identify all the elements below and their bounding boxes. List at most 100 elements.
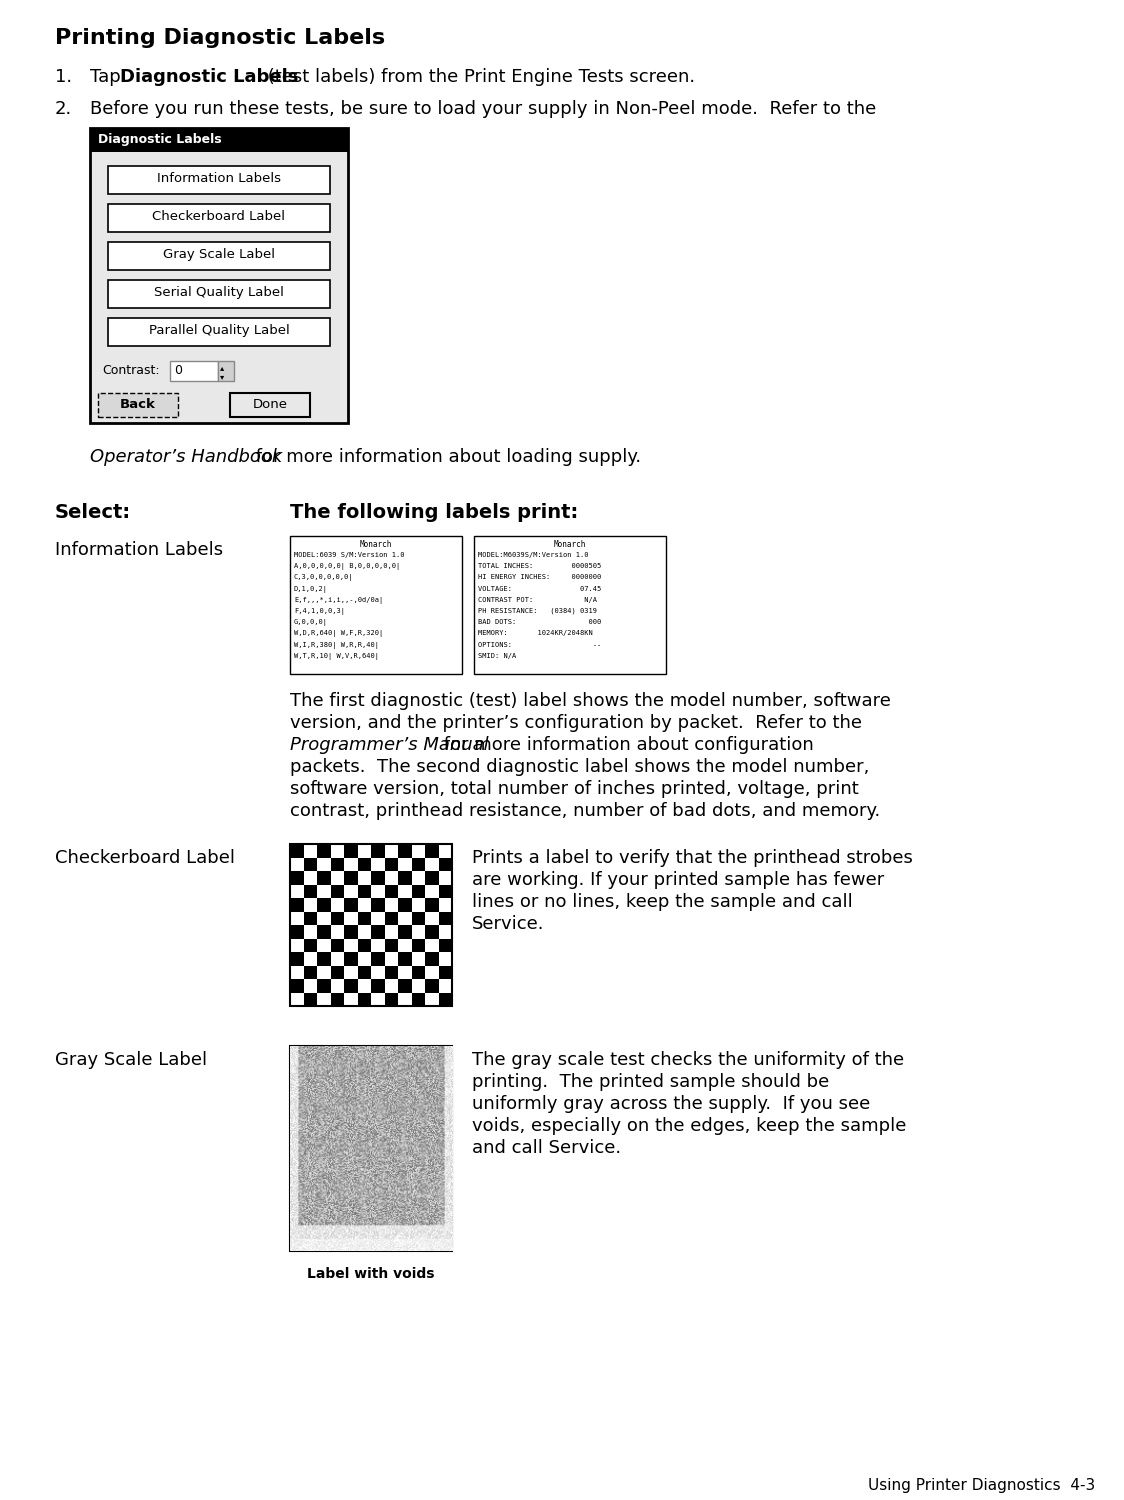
Text: SMID: N/A: SMID: N/A <box>478 652 516 658</box>
Bar <box>303 898 317 912</box>
Bar <box>438 912 452 926</box>
Text: OPTIONS:                   --: OPTIONS: -- <box>478 642 601 648</box>
Bar <box>344 844 357 858</box>
Bar <box>303 912 317 926</box>
Text: The first diagnostic (test) label shows the model number, software: The first diagnostic (test) label shows … <box>290 692 891 709</box>
Text: Monarch: Monarch <box>554 540 587 549</box>
Bar <box>411 993 425 1006</box>
Bar <box>290 858 303 871</box>
Bar <box>344 926 357 939</box>
Bar <box>90 128 348 152</box>
Bar <box>398 939 411 952</box>
Text: software version, total number of inches printed, voltage, print: software version, total number of inches… <box>290 780 859 798</box>
Text: Gray Scale Label: Gray Scale Label <box>55 1052 207 1070</box>
Bar <box>90 128 348 423</box>
Bar <box>108 318 330 346</box>
Bar <box>357 844 371 858</box>
Bar <box>425 966 438 980</box>
Bar <box>438 858 452 871</box>
Bar <box>317 952 330 966</box>
Bar <box>317 871 330 885</box>
Bar <box>411 844 425 858</box>
Bar <box>344 912 357 926</box>
Bar <box>303 966 317 980</box>
Bar <box>303 993 317 1006</box>
Bar <box>384 939 398 952</box>
Bar <box>438 844 452 858</box>
Text: VOLTAGE:                07.45: VOLTAGE: 07.45 <box>478 585 601 591</box>
Bar <box>317 912 330 926</box>
Bar <box>411 980 425 993</box>
Bar <box>384 926 398 939</box>
Bar <box>98 393 178 417</box>
Bar <box>411 926 425 939</box>
Bar <box>317 939 330 952</box>
Bar <box>411 912 425 926</box>
Text: BAD DOTS:                 000: BAD DOTS: 000 <box>478 620 601 626</box>
Bar <box>290 939 303 952</box>
Text: MODEL:M6039S/M:Version 1.0: MODEL:M6039S/M:Version 1.0 <box>478 552 589 558</box>
Bar <box>371 858 384 871</box>
Bar <box>218 362 234 381</box>
Bar <box>398 858 411 871</box>
Text: (test labels) from the Print Engine Tests screen.: (test labels) from the Print Engine Test… <box>262 68 695 86</box>
Bar <box>384 898 398 912</box>
Text: W,D,R,640| W,F,R,320|: W,D,R,640| W,F,R,320| <box>294 630 383 638</box>
Text: 1.: 1. <box>55 68 72 86</box>
Bar <box>371 844 384 858</box>
Bar <box>303 885 317 898</box>
Bar <box>425 898 438 912</box>
Bar <box>290 966 303 980</box>
Bar <box>290 912 303 926</box>
Bar <box>425 980 438 993</box>
Text: MODEL:6039 S/M:Version 1.0: MODEL:6039 S/M:Version 1.0 <box>294 552 405 558</box>
Bar <box>344 885 357 898</box>
Bar <box>344 993 357 1006</box>
Bar <box>371 952 384 966</box>
Text: Service.: Service. <box>472 915 544 933</box>
Text: Using Printer Diagnostics  4-3: Using Printer Diagnostics 4-3 <box>868 1478 1095 1492</box>
Text: F,4,1,0,0,3|: F,4,1,0,0,3| <box>294 608 345 615</box>
Bar <box>384 871 398 885</box>
Bar <box>438 885 452 898</box>
Bar <box>474 536 667 674</box>
Bar <box>344 966 357 980</box>
Bar <box>371 939 384 952</box>
Text: are working. If your printed sample has fewer: are working. If your printed sample has … <box>472 871 885 889</box>
Text: Diagnostic Labels: Diagnostic Labels <box>120 68 298 86</box>
Bar <box>290 844 303 858</box>
Text: Printing Diagnostic Labels: Printing Diagnostic Labels <box>55 28 386 48</box>
Bar <box>357 939 371 952</box>
Bar <box>317 844 330 858</box>
Bar <box>344 980 357 993</box>
Text: Monarch: Monarch <box>360 540 392 549</box>
Bar <box>303 844 317 858</box>
Bar <box>290 952 303 966</box>
Text: Checkerboard Label: Checkerboard Label <box>153 210 285 224</box>
Bar <box>398 844 411 858</box>
Bar <box>371 926 384 939</box>
Text: Tap: Tap <box>90 68 127 86</box>
Bar <box>330 993 344 1006</box>
Bar <box>303 939 317 952</box>
Bar <box>438 898 452 912</box>
Text: Before you run these tests, be sure to load your supply in Non-Peel mode.  Refer: Before you run these tests, be sure to l… <box>90 100 877 118</box>
Bar <box>357 898 371 912</box>
Bar <box>371 885 384 898</box>
Bar <box>425 871 438 885</box>
Bar <box>398 980 411 993</box>
Text: version, and the printer’s configuration by packet.  Refer to the: version, and the printer’s configuration… <box>290 714 862 732</box>
Bar <box>108 166 330 194</box>
Bar <box>330 885 344 898</box>
Text: ▾: ▾ <box>220 372 225 381</box>
Bar <box>384 952 398 966</box>
Text: The following labels print:: The following labels print: <box>290 503 578 522</box>
Text: PH RESISTANCE:   (0384) 0319: PH RESISTANCE: (0384) 0319 <box>478 608 597 615</box>
Bar <box>290 536 462 674</box>
Text: ▴: ▴ <box>220 363 225 372</box>
Bar <box>108 204 330 232</box>
Bar <box>371 966 384 980</box>
Bar <box>398 885 411 898</box>
Text: 2.: 2. <box>55 100 72 118</box>
Bar <box>170 362 218 381</box>
